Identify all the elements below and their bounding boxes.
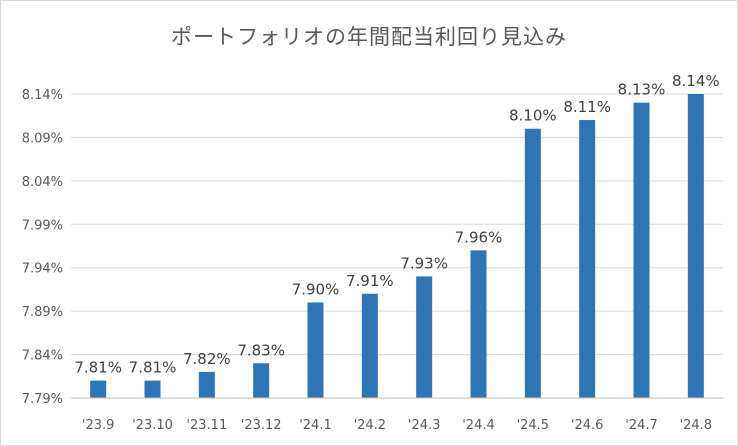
x-tick-label: '24.1 (299, 418, 332, 433)
x-tick-label: '23.10 (132, 418, 173, 433)
data-label: 7.90% (292, 280, 340, 298)
y-tick-label: 7.79% (22, 392, 63, 407)
bar (470, 250, 487, 398)
x-tick-label: '24.6 (571, 418, 604, 433)
bar (90, 380, 107, 398)
data-label: 7.81% (74, 359, 122, 377)
x-tick-label: '24.4 (462, 418, 495, 433)
data-label: 7.93% (400, 254, 448, 272)
bar (687, 94, 704, 398)
bar (524, 128, 541, 398)
data-label: 7.83% (237, 341, 285, 359)
x-tick-label: '24.7 (625, 418, 658, 433)
data-label: 7.82% (183, 350, 231, 368)
data-label: 7.96% (455, 228, 503, 246)
x-tick-label: '23.12 (241, 418, 282, 433)
bar (633, 102, 650, 398)
data-label: 8.13% (618, 81, 666, 99)
x-tick-label: '24.8 (680, 418, 713, 433)
y-tick-label: 8.09% (22, 131, 63, 146)
data-label: 8.10% (509, 107, 557, 125)
bar (416, 276, 433, 398)
data-label: 8.14% (672, 72, 720, 90)
chart-title: ポートフォリオの年間配当利回り見込み (171, 25, 567, 49)
x-tick-label: '23.9 (82, 418, 115, 433)
bar (307, 302, 324, 398)
bar (253, 363, 270, 398)
bar (579, 120, 596, 399)
bar (361, 293, 378, 398)
bar (144, 380, 161, 398)
x-tick-label: '24.3 (408, 418, 441, 433)
y-tick-label: 7.94% (22, 262, 63, 277)
y-tick-label: 7.99% (22, 218, 63, 233)
data-label: 7.81% (129, 359, 177, 377)
y-tick-label: 7.89% (22, 305, 63, 320)
x-tick-label: '24.2 (354, 418, 387, 433)
y-tick-label: 8.14% (22, 88, 63, 103)
bar (198, 371, 215, 398)
x-tick-label: '23.11 (186, 418, 227, 433)
data-label: 7.91% (346, 272, 394, 290)
data-label: 8.11% (563, 98, 611, 116)
y-tick-label: 7.84% (22, 349, 63, 364)
y-tick-label: 8.04% (22, 175, 63, 190)
x-tick-label: '24.5 (517, 418, 550, 433)
